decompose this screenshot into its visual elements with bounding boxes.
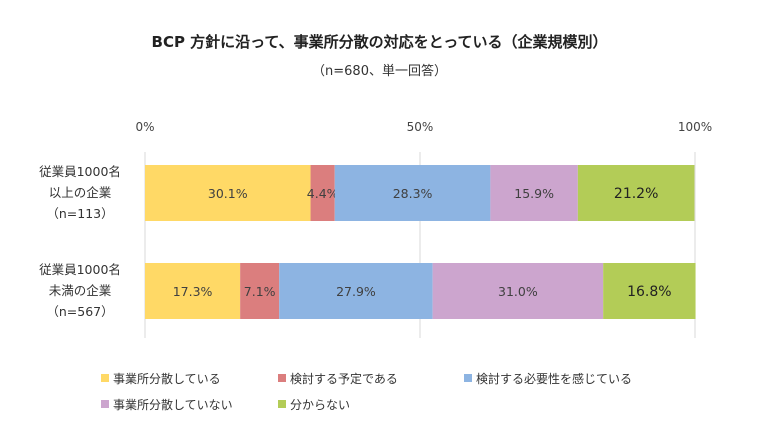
bar-segment [145,165,311,221]
bars: 30.1% 4.4% 28.3% 15.9% 21.2% 17.3% 7.1% 27.9% 31… [145,165,696,319]
legend-label: 事業所分散していない [113,397,233,412]
data-label: 21.2% [614,186,658,202]
legend-swatch [464,374,472,382]
data-label: 17.3% [173,284,213,299]
legend-item: 検討する予定である [278,371,398,386]
bar-segment [432,263,604,319]
bar-row: 30.1% 4.4% 28.3% 15.9% 21.2% [145,165,695,221]
data-label: 30.1% [208,186,248,201]
chart-title: BCP 方針に沿って、事業所分散の対応をとっている（企業規模別） [152,33,608,51]
x-tick-label: 100% [678,120,712,134]
bar-segment [240,263,280,319]
bar-segment [310,165,335,221]
data-label: 4.4% [307,186,339,201]
category-label: 従業員1000名以上の企業（n=113） [39,164,121,221]
category-label: 従業員1000名未満の企業（n=567） [39,262,121,319]
bar-segment [603,263,696,319]
data-label: 16.8% [627,284,671,300]
legend-item: 事業所分散している [101,371,221,386]
bar-segment [490,165,578,221]
data-label: 15.9% [514,186,554,201]
x-tick-label: 0% [135,120,154,134]
legend-label: 分からない [290,398,350,412]
bar-segment [577,165,695,221]
legend-swatch [101,374,109,382]
legend-item: 事業所分散していない [101,397,233,412]
legend: 事業所分散している 検討する予定である 検討する必要性を感じている事業所分散していな… [101,371,632,412]
legend-label: 事業所分散している [113,371,221,386]
data-label: 7.1% [244,284,276,299]
bar-segment [279,263,433,319]
legend-item: 分からない [278,398,350,412]
data-label: 27.9% [336,284,376,299]
legend-item: 検討する必要性を感じている [464,371,632,386]
data-label: 28.3% [393,186,433,201]
bar-segment [334,165,491,221]
bar-row: 17.3% 7.1% 27.9% 31.0% 16.8% [145,263,696,319]
category-labels: 従業員1000名以上の企業（n=113） 従業員1000名未満の企業（n=567） [39,164,121,319]
legend-swatch [278,374,286,382]
data-label: 31.0% [498,284,538,299]
chart-subtitle: （n=680、単一回答） [312,63,447,79]
legend-label: 検討する必要性を感じている [476,371,632,386]
legend-swatch [101,400,109,408]
x-axis-ticks: 0% 50% 100% [135,120,712,134]
x-tick-label: 50% [407,120,434,134]
legend-label: 検討する予定である [290,371,398,386]
legend-swatch [278,400,286,408]
bar-segment [145,263,241,319]
